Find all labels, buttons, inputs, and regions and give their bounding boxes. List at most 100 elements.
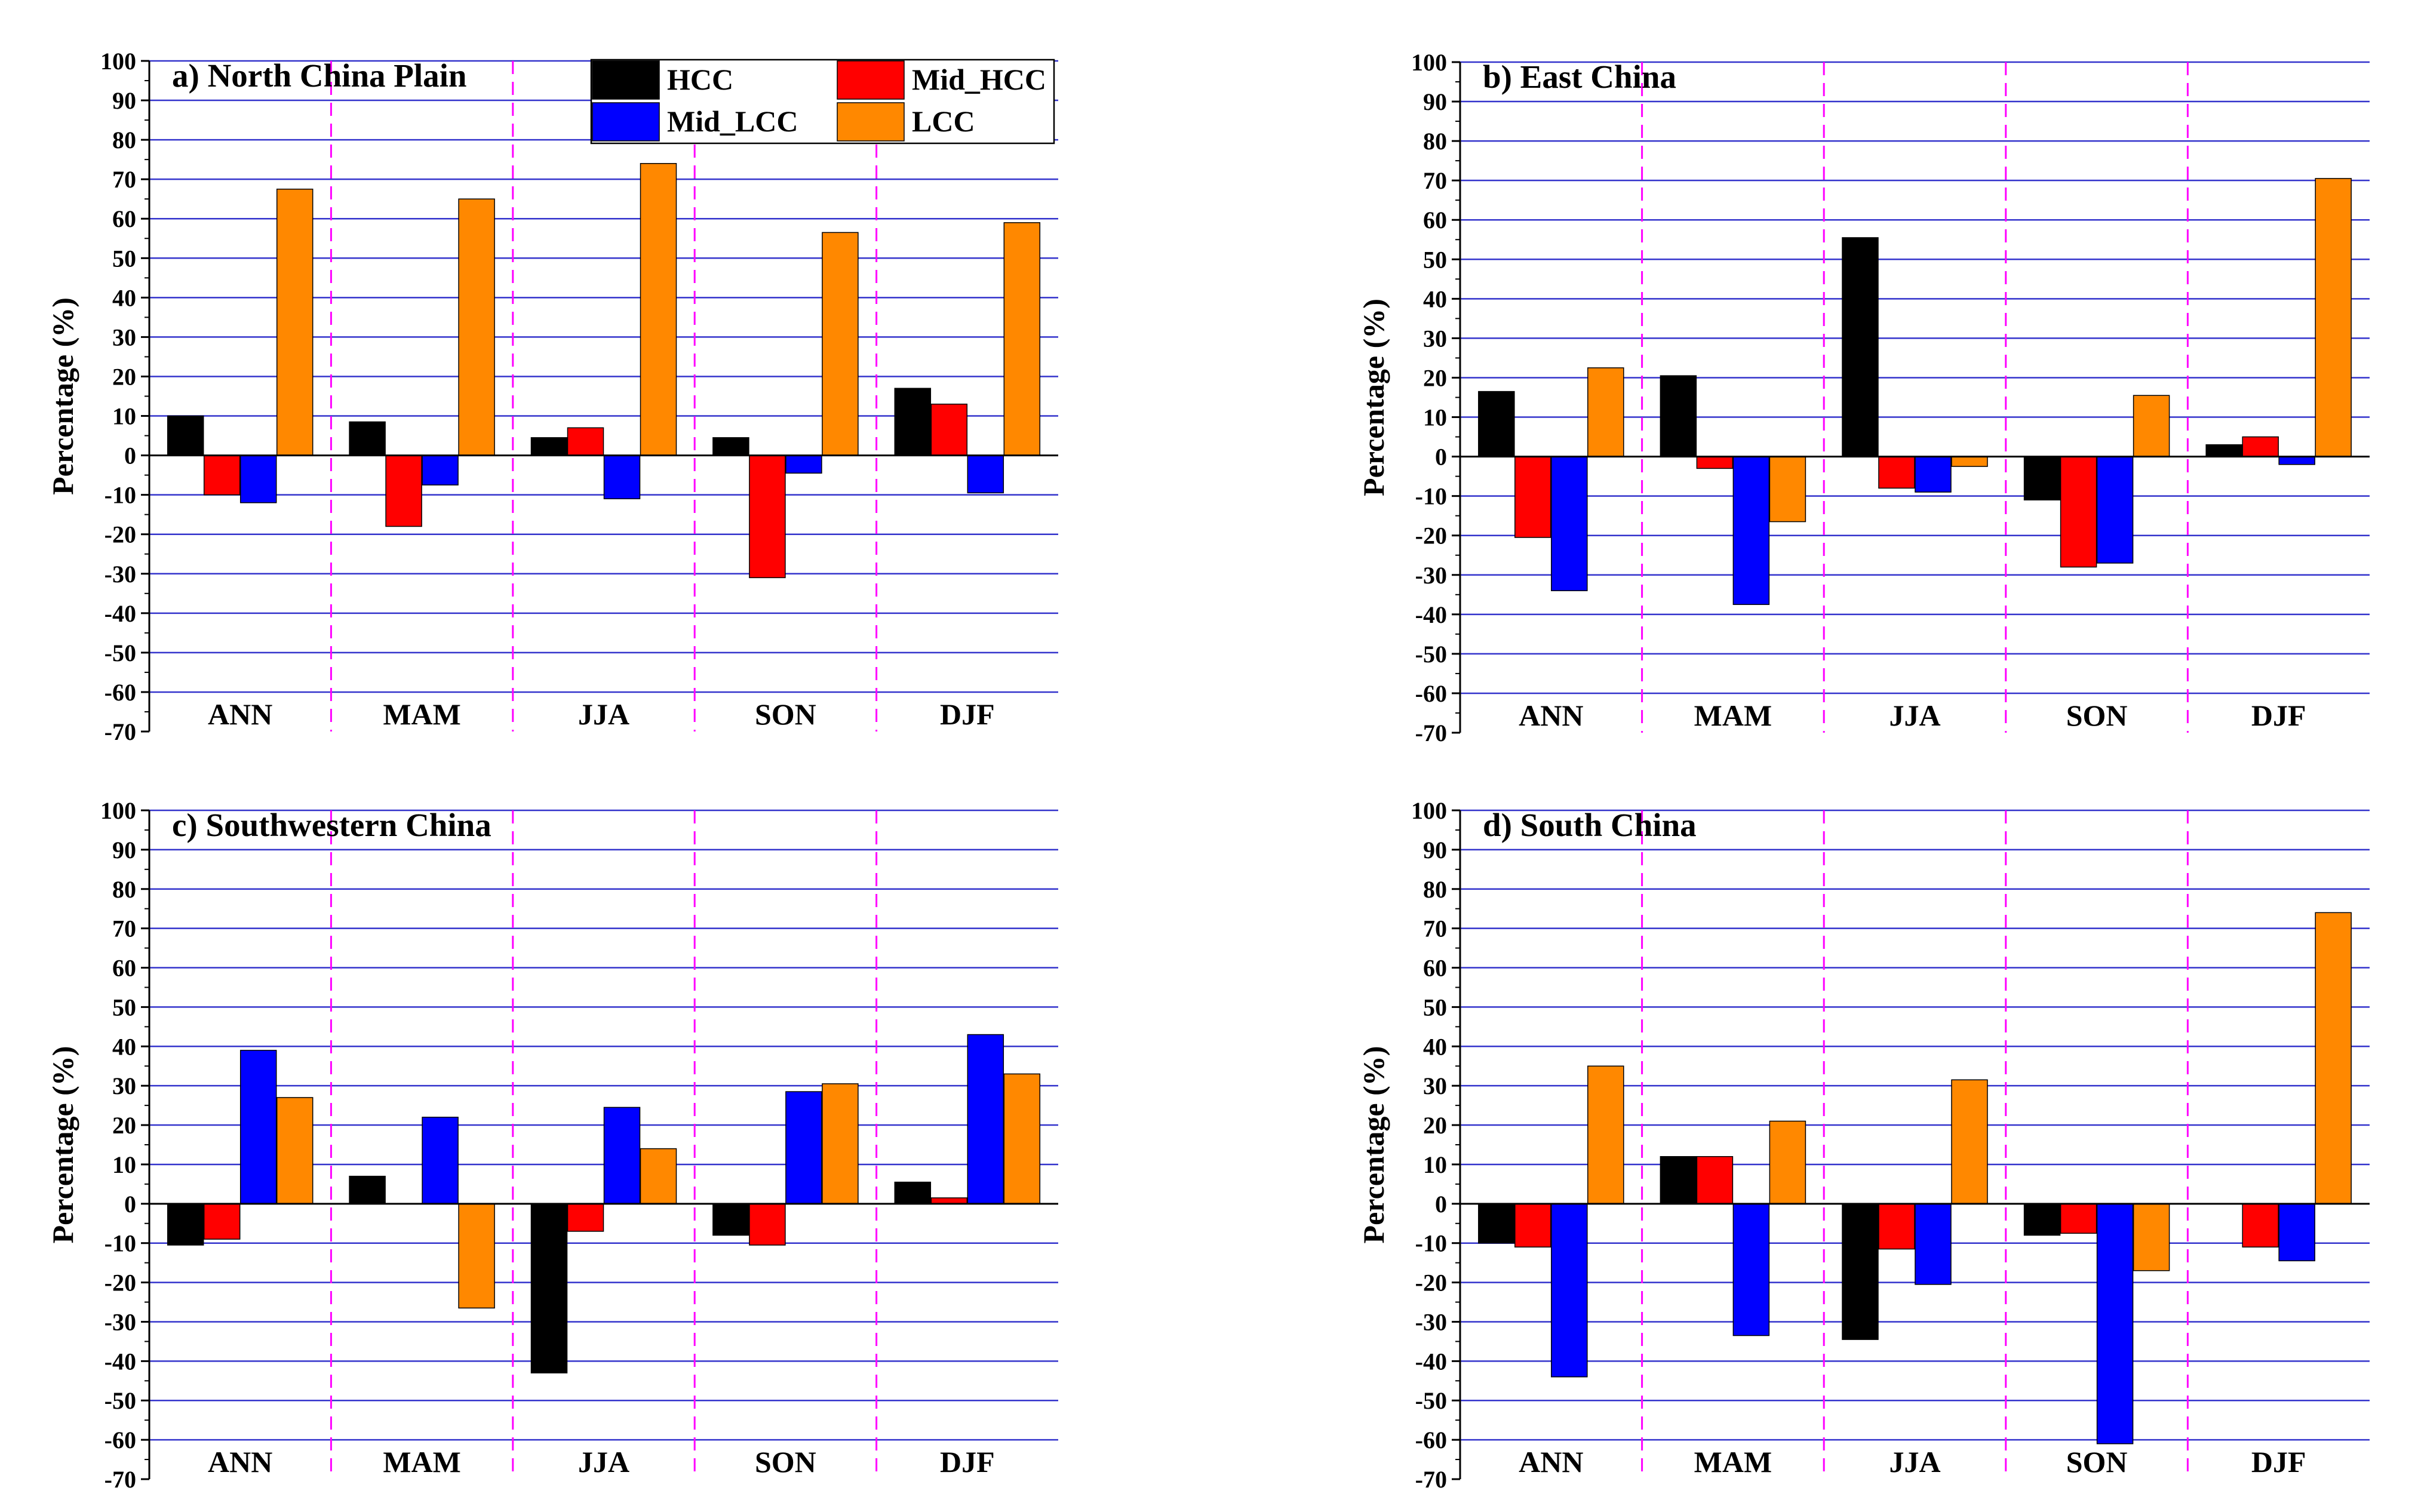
y-tick-label: -70 — [105, 1466, 136, 1493]
bar-lcc-mam — [458, 198, 495, 456]
bar-mid-hcc-ann — [203, 1203, 241, 1240]
y-tick-label: 10 — [112, 1151, 136, 1178]
bar-mid-hcc-mam — [1696, 456, 1734, 469]
bar-mid-hcc-jja — [567, 427, 604, 456]
bar-lcc-jja — [1951, 1079, 1988, 1204]
x-category-label: ANN — [1519, 699, 1583, 732]
y-tick-label: -30 — [1415, 562, 1447, 589]
y-tick-label: 30 — [1423, 1072, 1447, 1099]
bar-mid-lcc-ann — [1551, 456, 1588, 591]
bar-hcc-jja — [1842, 1203, 1879, 1340]
y-tick-label: 100 — [100, 797, 136, 824]
y-tick-label: 20 — [1423, 1112, 1447, 1139]
chart-panel-3: 1009080706050403020100-10-20-30-40-50-60… — [46, 797, 1058, 1493]
bar-mid-hcc-mam — [385, 454, 422, 527]
bar-hcc-jja — [530, 1203, 568, 1373]
y-tick-label: -30 — [1415, 1308, 1447, 1335]
bar-mid-hcc-son — [2060, 1203, 2097, 1234]
y-tick-label: 10 — [112, 403, 136, 430]
chart-panel-4: 1009080706050403020100-10-20-30-40-50-60… — [1357, 797, 2370, 1493]
panel-title: b) East China — [1483, 59, 1676, 95]
x-category-label: ANN — [208, 1445, 272, 1479]
x-category-label: MAM — [383, 697, 461, 731]
x-category-label: SON — [755, 697, 816, 731]
y-tick-label: 60 — [112, 955, 136, 982]
y-tick-label: 20 — [112, 363, 136, 390]
bar-hcc-djf — [2205, 444, 2242, 457]
x-category-label: DJF — [2251, 1445, 2306, 1479]
y-tick-label: 20 — [112, 1112, 136, 1139]
y-tick-label: -40 — [1415, 601, 1447, 628]
bar-mid-lcc-mam — [1732, 1203, 1770, 1336]
y-tick-label: 30 — [1423, 325, 1447, 352]
y-tick-label: 100 — [1411, 49, 1447, 76]
y-axis-label: Percentage (%) — [1357, 1046, 1390, 1244]
x-category-label: JJA — [578, 697, 629, 731]
legend-swatch-mid-lcc — [592, 102, 660, 142]
y-tick-label: 10 — [1423, 1151, 1447, 1178]
chart-panel-1: 1009080706050403020100-10-20-30-40-50-60… — [46, 48, 1058, 745]
bar-mid-hcc-ann — [1514, 456, 1551, 538]
y-tick-label: 60 — [1423, 207, 1447, 233]
bar-lcc-son — [2133, 395, 2170, 457]
bar-hcc-djf — [894, 388, 932, 456]
panel-title: d) South China — [1483, 807, 1697, 843]
legend-label-mid-hcc: Mid_HCC — [912, 63, 1046, 96]
bar-mid-hcc-djf — [930, 403, 968, 456]
y-tick-label: 0 — [1435, 1191, 1447, 1218]
bar-mid-lcc-ann — [239, 1050, 277, 1204]
y-tick-label: 100 — [1411, 797, 1447, 824]
bar-mid-lcc-jja — [603, 1107, 641, 1204]
panel-title: c) Southwestern China — [172, 807, 491, 843]
bar-lcc-mam — [1769, 456, 1806, 523]
y-tick-label: 90 — [1423, 837, 1447, 863]
y-tick-label: 0 — [124, 1191, 136, 1218]
bar-hcc-ann — [1478, 391, 1515, 457]
y-tick-label: 0 — [124, 442, 136, 469]
y-tick-label: -50 — [105, 640, 136, 666]
x-category-label: DJF — [940, 1445, 995, 1479]
y-axis-label: Percentage (%) — [46, 297, 79, 495]
legend-label-hcc: HCC — [667, 63, 733, 96]
bar-hcc-mam — [1660, 1156, 1697, 1204]
bar-lcc-jja — [640, 1148, 677, 1204]
y-tick-label: -10 — [1415, 483, 1447, 510]
bar-mid-lcc-mam — [1732, 456, 1770, 606]
y-axis-label: Percentage (%) — [1357, 299, 1390, 496]
bar-mid-hcc-jja — [567, 1203, 604, 1232]
panel-title: a) North China Plain — [172, 57, 467, 94]
bar-mid-hcc-djf — [2242, 1203, 2279, 1248]
bar-lcc-jja — [1951, 456, 1988, 467]
y-tick-label: 50 — [112, 994, 136, 1021]
bar-hcc-mam — [349, 421, 386, 456]
y-tick-label: 20 — [1423, 364, 1447, 391]
bar-hcc-mam — [349, 1175, 386, 1204]
bar-mid-hcc-ann — [203, 454, 241, 496]
y-tick-label: -20 — [105, 1270, 136, 1296]
bar-mid-lcc-mam — [422, 1117, 459, 1204]
y-tick-label: -70 — [1415, 720, 1447, 746]
y-tick-label: 0 — [1435, 444, 1447, 471]
bar-mid-hcc-jja — [1878, 1203, 1915, 1250]
x-category-label: DJF — [2251, 699, 2306, 732]
y-tick-label: 50 — [112, 245, 136, 272]
bar-lcc-djf — [2315, 178, 2352, 457]
bar-hcc-jja — [1842, 237, 1879, 457]
bar-lcc-mam — [1769, 1120, 1806, 1204]
bar-mid-lcc-jja — [603, 454, 641, 500]
bar-lcc-son — [822, 232, 859, 456]
x-category-label: MAM — [383, 1445, 461, 1479]
y-tick-label: -50 — [105, 1387, 136, 1414]
bar-lcc-djf — [2315, 912, 2352, 1204]
bar-lcc-son — [822, 1083, 859, 1204]
y-tick-label: -40 — [1415, 1348, 1447, 1375]
x-category-label: ANN — [208, 697, 272, 731]
x-category-label: JJA — [1889, 699, 1940, 732]
bar-mid-lcc-djf — [967, 454, 1004, 494]
y-tick-label: 70 — [1423, 167, 1447, 194]
bar-mid-lcc-son — [2096, 1203, 2134, 1445]
y-tick-label: 80 — [1423, 876, 1447, 903]
legend-label-lcc: LCC — [912, 105, 975, 138]
bar-mid-lcc-mam — [422, 454, 459, 485]
